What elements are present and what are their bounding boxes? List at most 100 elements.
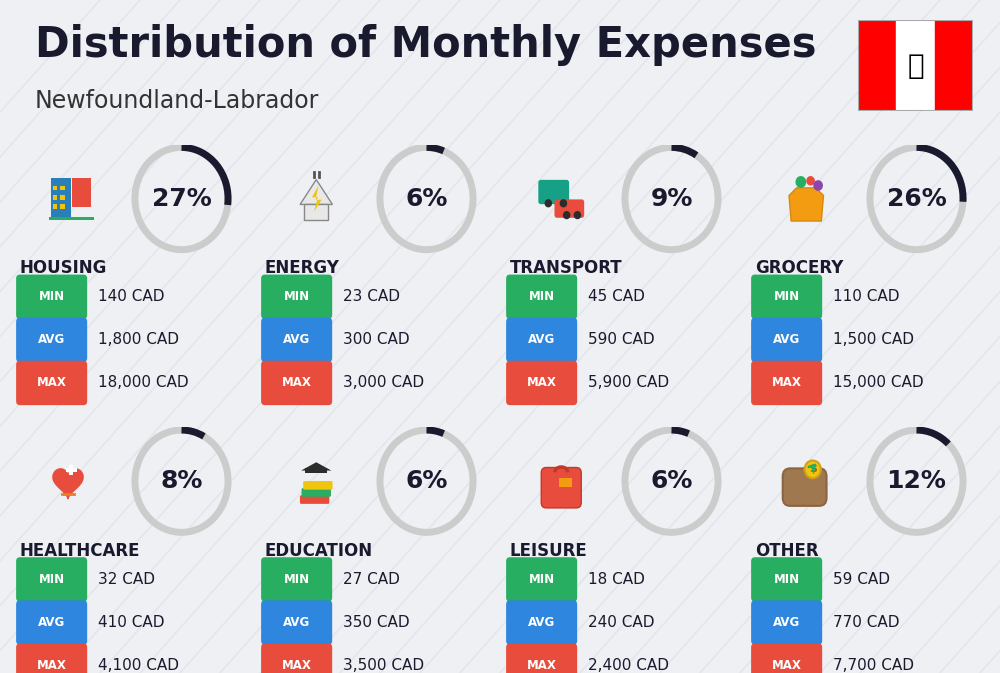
FancyBboxPatch shape — [261, 643, 332, 673]
Polygon shape — [300, 180, 332, 205]
FancyBboxPatch shape — [751, 643, 822, 673]
Text: MIN: MIN — [529, 290, 555, 304]
Circle shape — [563, 211, 570, 219]
FancyBboxPatch shape — [506, 557, 577, 602]
FancyBboxPatch shape — [16, 600, 87, 645]
Text: MAX: MAX — [527, 659, 557, 672]
FancyBboxPatch shape — [751, 557, 822, 602]
Bar — [60, 205, 65, 209]
FancyBboxPatch shape — [506, 275, 577, 319]
Text: AVG: AVG — [38, 333, 65, 347]
Text: 5,900 CAD: 5,900 CAD — [588, 376, 669, 390]
FancyBboxPatch shape — [303, 481, 333, 490]
Polygon shape — [858, 20, 896, 111]
Text: 770 CAD: 770 CAD — [833, 615, 900, 630]
Text: AVG: AVG — [528, 616, 555, 629]
Text: MIN: MIN — [39, 290, 65, 304]
Text: MIN: MIN — [284, 290, 310, 304]
FancyBboxPatch shape — [751, 275, 822, 319]
Text: 3,000 CAD: 3,000 CAD — [343, 376, 424, 390]
Text: 7,700 CAD: 7,700 CAD — [833, 658, 914, 673]
Text: 350 CAD: 350 CAD — [343, 615, 410, 630]
FancyBboxPatch shape — [751, 361, 822, 405]
Text: HOUSING: HOUSING — [20, 259, 107, 277]
FancyBboxPatch shape — [751, 600, 822, 645]
Text: 8%: 8% — [160, 469, 203, 493]
Text: MAX: MAX — [282, 659, 312, 672]
FancyBboxPatch shape — [506, 600, 577, 645]
Circle shape — [545, 199, 552, 207]
Text: 26%: 26% — [887, 186, 946, 211]
Text: HEALTHCARE: HEALTHCARE — [20, 542, 140, 560]
Text: 1,800 CAD: 1,800 CAD — [98, 332, 179, 347]
Bar — [69, 464, 73, 475]
Text: 6%: 6% — [405, 469, 448, 493]
FancyBboxPatch shape — [506, 318, 577, 362]
Text: 110 CAD: 110 CAD — [833, 289, 900, 304]
Text: 18,000 CAD: 18,000 CAD — [98, 376, 189, 390]
FancyBboxPatch shape — [554, 199, 584, 218]
Text: 240 CAD: 240 CAD — [588, 615, 655, 630]
Text: AVG: AVG — [38, 616, 65, 629]
Circle shape — [574, 211, 581, 219]
Text: 27%: 27% — [152, 186, 211, 211]
Bar — [305, 468, 327, 473]
Text: 23 CAD: 23 CAD — [343, 289, 400, 304]
FancyBboxPatch shape — [16, 318, 87, 362]
Bar — [49, 217, 94, 220]
FancyBboxPatch shape — [16, 643, 87, 673]
Text: 1,500 CAD: 1,500 CAD — [833, 332, 914, 347]
Text: Distribution of Monthly Expenses: Distribution of Monthly Expenses — [35, 24, 816, 65]
Circle shape — [805, 460, 821, 479]
FancyBboxPatch shape — [783, 468, 827, 506]
Text: 6%: 6% — [405, 186, 448, 211]
FancyBboxPatch shape — [261, 361, 332, 405]
Text: GROCERY: GROCERY — [755, 259, 843, 277]
Bar — [60, 195, 65, 200]
Text: 15,000 CAD: 15,000 CAD — [833, 376, 924, 390]
Text: EDUCATION: EDUCATION — [265, 542, 373, 560]
Text: LEISURE: LEISURE — [510, 542, 588, 560]
Text: MIN: MIN — [39, 573, 65, 586]
Text: MAX: MAX — [772, 376, 802, 390]
Text: MIN: MIN — [774, 573, 800, 586]
Text: 59 CAD: 59 CAD — [833, 572, 890, 587]
Bar — [559, 478, 572, 487]
FancyBboxPatch shape — [16, 275, 87, 319]
Text: MAX: MAX — [282, 376, 312, 390]
Text: 12%: 12% — [887, 469, 946, 493]
FancyBboxPatch shape — [261, 318, 332, 362]
Circle shape — [806, 176, 815, 186]
Text: AVG: AVG — [283, 333, 310, 347]
FancyBboxPatch shape — [506, 361, 577, 405]
Text: 3,500 CAD: 3,500 CAD — [343, 658, 424, 673]
Text: 27 CAD: 27 CAD — [343, 572, 400, 587]
FancyBboxPatch shape — [16, 361, 87, 405]
Polygon shape — [312, 186, 322, 211]
Text: ENERGY: ENERGY — [265, 259, 340, 277]
Bar — [53, 186, 57, 190]
Text: MAX: MAX — [527, 376, 557, 390]
FancyBboxPatch shape — [261, 557, 332, 602]
Text: 9%: 9% — [650, 186, 693, 211]
Circle shape — [813, 180, 823, 191]
Text: 45 CAD: 45 CAD — [588, 289, 645, 304]
Text: MIN: MIN — [774, 290, 800, 304]
Polygon shape — [301, 462, 331, 470]
Text: 300 CAD: 300 CAD — [343, 332, 410, 347]
Bar — [304, 204, 328, 220]
FancyBboxPatch shape — [300, 495, 329, 504]
Text: TRANSPORT: TRANSPORT — [510, 259, 622, 277]
Text: 4,100 CAD: 4,100 CAD — [98, 658, 179, 673]
Text: Newfoundland-Labrador: Newfoundland-Labrador — [35, 89, 319, 113]
Text: 2,400 CAD: 2,400 CAD — [588, 658, 669, 673]
Text: $: $ — [809, 464, 817, 474]
FancyBboxPatch shape — [541, 468, 581, 508]
Text: AVG: AVG — [528, 333, 555, 347]
Text: 32 CAD: 32 CAD — [98, 572, 155, 587]
Text: 140 CAD: 140 CAD — [98, 289, 165, 304]
Bar — [51, 178, 71, 219]
Text: 18 CAD: 18 CAD — [588, 572, 645, 587]
Polygon shape — [53, 469, 83, 499]
Bar — [53, 195, 57, 200]
